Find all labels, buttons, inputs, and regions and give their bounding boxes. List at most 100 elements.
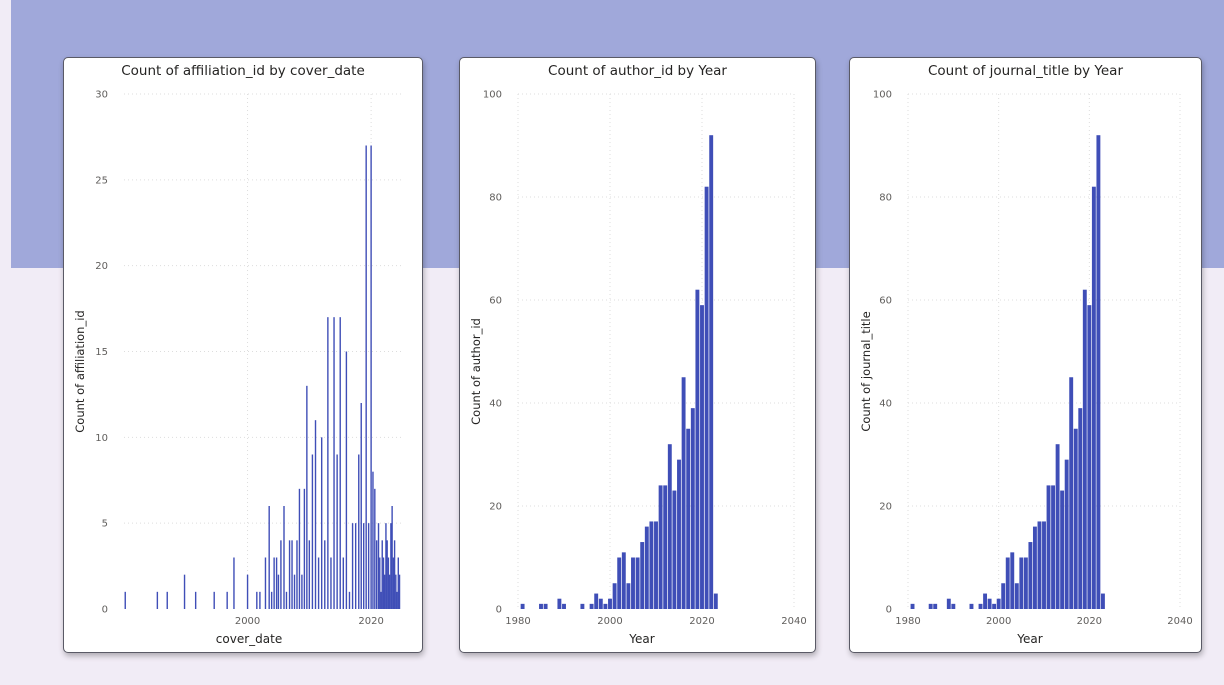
bar[interactable] <box>346 352 347 610</box>
bar[interactable] <box>544 604 548 609</box>
bar[interactable] <box>1038 521 1042 609</box>
bar[interactable] <box>349 592 350 609</box>
bar[interactable] <box>355 523 356 609</box>
bar[interactable] <box>1042 521 1046 609</box>
bar[interactable] <box>315 420 316 609</box>
bar[interactable] <box>539 604 543 609</box>
bar[interactable] <box>304 489 305 609</box>
bar[interactable] <box>1056 444 1060 609</box>
bar[interactable] <box>1096 135 1100 609</box>
bar[interactable] <box>394 540 395 609</box>
bar[interactable] <box>911 604 915 609</box>
bar[interactable] <box>195 592 196 609</box>
bar[interactable] <box>929 604 933 609</box>
bar[interactable] <box>672 491 676 609</box>
bar[interactable] <box>309 540 310 609</box>
bar[interactable] <box>291 540 292 609</box>
bar[interactable] <box>398 558 399 610</box>
bar[interactable] <box>368 523 369 609</box>
bar[interactable] <box>705 187 709 609</box>
bar[interactable] <box>557 599 561 609</box>
bar[interactable] <box>306 386 307 609</box>
bar[interactable] <box>226 592 227 609</box>
bar[interactable] <box>988 599 992 609</box>
bar[interactable] <box>1069 377 1073 609</box>
bar[interactable] <box>296 540 297 609</box>
bar[interactable] <box>983 594 987 609</box>
bar[interactable] <box>997 599 1001 609</box>
bar[interactable] <box>1060 491 1064 609</box>
bar[interactable] <box>617 558 621 610</box>
bar[interactable] <box>700 305 704 609</box>
bar[interactable] <box>256 592 257 609</box>
bar[interactable] <box>1101 594 1105 609</box>
chart-card-author[interactable]: Count of author_id by Year02040608010019… <box>459 57 816 653</box>
bar[interactable] <box>677 460 681 609</box>
bar[interactable] <box>265 558 266 610</box>
chart-card-journal[interactable]: Count of journal_title by Year0204060801… <box>849 57 1202 653</box>
bar[interactable] <box>640 542 644 609</box>
bar[interactable] <box>376 540 377 609</box>
bar[interactable] <box>649 521 653 609</box>
bar[interactable] <box>294 575 295 609</box>
bar[interactable] <box>682 377 686 609</box>
bar[interactable] <box>1019 558 1023 610</box>
bar[interactable] <box>631 558 635 610</box>
bar[interactable] <box>1024 558 1028 610</box>
bar[interactable] <box>125 592 126 609</box>
bar[interactable] <box>374 489 375 609</box>
bar[interactable] <box>603 604 607 609</box>
bar[interactable] <box>379 558 380 610</box>
bar[interactable] <box>1010 552 1014 609</box>
bar[interactable] <box>318 558 319 610</box>
bar[interactable] <box>383 558 384 610</box>
bar[interactable] <box>686 429 690 609</box>
bar[interactable] <box>370 146 371 610</box>
bar[interactable] <box>214 592 215 609</box>
bar[interactable] <box>714 594 718 609</box>
bar[interactable] <box>365 146 366 610</box>
bar[interactable] <box>299 489 300 609</box>
bar[interactable] <box>399 575 400 609</box>
bar[interactable] <box>668 444 672 609</box>
bar[interactable] <box>280 540 281 609</box>
bar[interactable] <box>1047 485 1051 609</box>
bar[interactable] <box>951 604 955 609</box>
bar[interactable] <box>289 540 290 609</box>
bar[interactable] <box>395 575 396 609</box>
bar[interactable] <box>333 317 334 609</box>
bar[interactable] <box>321 437 322 609</box>
bar[interactable] <box>286 592 287 609</box>
bar[interactable] <box>979 604 983 609</box>
bar[interactable] <box>386 540 387 609</box>
bar[interactable] <box>599 599 603 609</box>
bar[interactable] <box>1074 429 1078 609</box>
bar[interactable] <box>1015 583 1019 609</box>
bar[interactable] <box>562 604 566 609</box>
bar[interactable] <box>380 592 381 609</box>
bar[interactable] <box>301 575 302 609</box>
bar[interactable] <box>1083 290 1087 609</box>
bar[interactable] <box>663 485 667 609</box>
bar[interactable] <box>1028 542 1032 609</box>
bar[interactable] <box>613 583 617 609</box>
bar[interactable] <box>358 455 359 610</box>
bar[interactable] <box>654 521 658 609</box>
bar[interactable] <box>167 592 168 609</box>
bar[interactable] <box>396 592 397 609</box>
bar[interactable] <box>695 290 699 609</box>
bar[interactable] <box>992 604 996 609</box>
bar[interactable] <box>184 575 185 609</box>
bar[interactable] <box>659 485 663 609</box>
bar[interactable] <box>608 599 612 609</box>
bar[interactable] <box>1087 305 1091 609</box>
bar[interactable] <box>391 506 392 609</box>
bar[interactable] <box>336 455 337 610</box>
bar[interactable] <box>645 527 649 609</box>
bar[interactable] <box>273 558 274 610</box>
bar[interactable] <box>1078 408 1082 609</box>
bar[interactable] <box>389 575 390 609</box>
bar[interactable] <box>343 558 344 610</box>
bar[interactable] <box>933 604 937 609</box>
chart-card-affiliation[interactable]: Count of affiliation_id by cover_date051… <box>63 57 423 653</box>
